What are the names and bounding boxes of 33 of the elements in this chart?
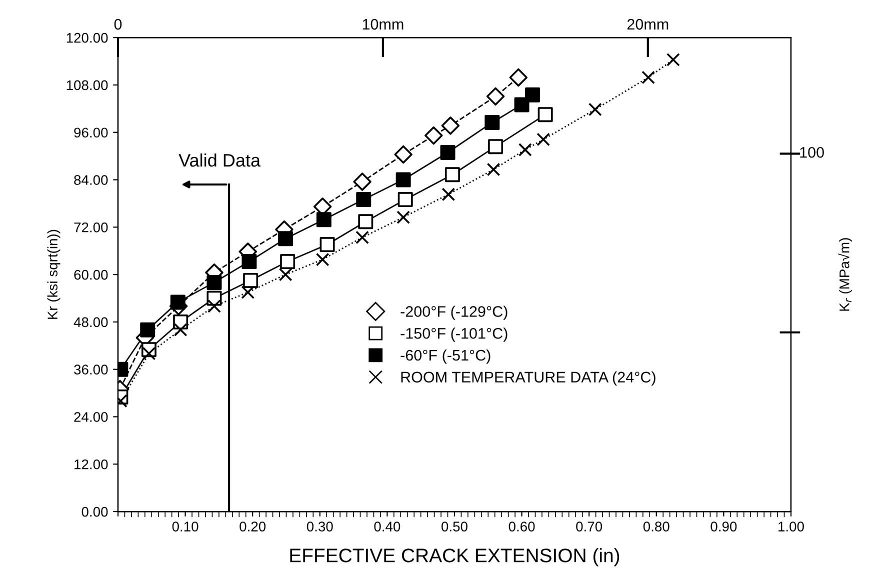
x-tick-label: 0.20 [240,522,266,532]
y-tick-label: 84.00 [74,175,108,185]
y2-axis-title: K$_{r}$ (MPa√m) [838,238,852,311]
legend-label: ROOM TEMPERATURE DATA (24°C) [401,371,656,386]
y-tick-label: 36.00 [74,364,108,375]
x-tick-label: 0.10 [172,522,198,532]
y-tick-label: 60.00 [74,270,108,280]
legend-label: -200°F (-129°C) [400,306,508,320]
x-tick-label: 1.00 [778,522,804,532]
text: 100 [800,146,824,158]
y-tick-label: 120.00 [66,32,108,43]
legend-label: -150°F (-101°C) [400,328,508,342]
y-tick-label: 48.00 [74,317,108,328]
x2-tick-label: 20mm [627,18,668,30]
x-tick-label: 0.60 [508,522,535,532]
legend-label: -60°F (-51°C) [400,349,490,364]
y-axis-title: Kr (ksi sqrt(in)) [47,230,60,319]
y-tick-label: 72.00 [74,222,108,232]
ref-line-label: Valid Data [178,153,261,167]
x-tick-label: 0.30 [306,522,333,532]
x-tick-label: 0.40 [374,522,400,532]
x-tick-label: 0.50 [442,522,468,532]
y-tick-label: 24.00 [74,412,108,422]
x-axis-title: EFFECTIVE CRACK EXTENSION (in) [290,548,620,566]
x-tick-label: 0.70 [576,522,602,532]
x2-tick-label: 10mm [362,18,404,30]
x-tick-label: 0.90 [710,522,737,532]
y-tick-label: 12.00 [74,459,108,470]
x2-tick-label: 0 [114,18,122,30]
y-tick-label: 0.00 [82,506,108,517]
y-tick-label: 96.00 [74,128,108,138]
y-tick-label: 108.00 [66,80,108,90]
x-tick-label: 0.80 [643,522,670,532]
